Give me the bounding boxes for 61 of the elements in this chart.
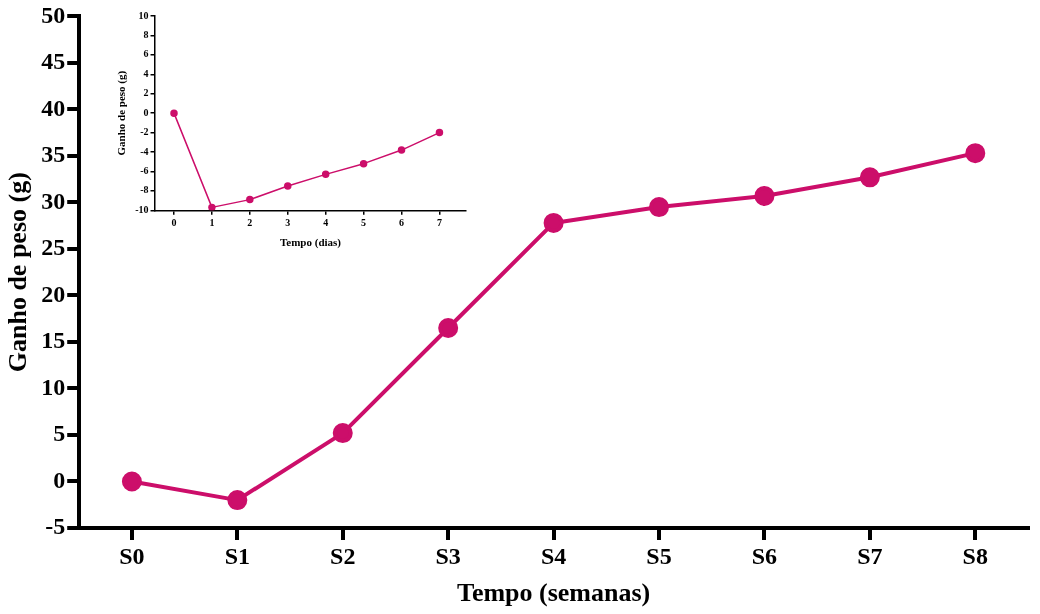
x-tick-label: S8	[962, 542, 988, 569]
point	[332, 423, 353, 444]
y-tick-label: 10	[41, 373, 66, 400]
point	[321, 170, 330, 179]
point	[649, 197, 670, 218]
x-tick-label: 5	[361, 217, 367, 229]
y-tick-label: 0	[53, 466, 66, 493]
y-axis-title: Ganho de peso (g)	[115, 70, 129, 156]
x-tick-label: 3	[285, 217, 291, 229]
point	[121, 471, 142, 492]
point	[859, 167, 880, 188]
y-tick-label: 10	[138, 9, 149, 21]
y-tick-label: 0	[143, 106, 149, 118]
x-tick-label: S6	[751, 542, 778, 569]
x-axis-title: Tempo (semanas)	[456, 578, 651, 608]
x-tick-label: S1	[224, 542, 251, 569]
x-tick-label: S4	[540, 542, 567, 569]
y-tick-label: 15	[41, 327, 66, 354]
point	[208, 203, 216, 211]
y-tick-label: 4	[143, 67, 149, 79]
x-tick-label: S3	[435, 542, 461, 569]
x-axis-title: Tempo (dias)	[280, 236, 342, 250]
point	[170, 109, 178, 117]
x-tick-label: 0	[171, 217, 177, 229]
y-tick-label: -10	[135, 203, 149, 215]
y-tick-label: 30	[41, 187, 66, 214]
x-tick-label: 6	[399, 217, 405, 229]
point	[435, 128, 444, 137]
y-tick-label: 6	[143, 48, 149, 60]
y-tick-label: -8	[140, 184, 149, 196]
point	[397, 146, 406, 154]
y-axis-title: Ganho de peso (g)	[3, 172, 33, 373]
y-tick-label: 5	[53, 420, 66, 447]
x-tick-label: S0	[119, 542, 145, 569]
x-tick-label: 1	[209, 217, 215, 229]
point	[246, 195, 254, 204]
y-tick-label: -4	[140, 145, 149, 157]
y-tick-label: 40	[41, 94, 66, 121]
y-tick-label: -5	[45, 513, 66, 540]
x-tick-label: S5	[646, 542, 672, 569]
y-tick-label: -2	[140, 126, 149, 138]
y-tick-label: 45	[41, 48, 66, 75]
point	[359, 159, 368, 168]
x-tick-label: S2	[330, 542, 356, 569]
y-tick-label: -6	[140, 165, 149, 177]
point	[227, 490, 248, 511]
y-tick-label: 8	[143, 29, 149, 41]
y-tick-label: 25	[41, 234, 66, 261]
point	[965, 143, 986, 164]
x-tick-label: 4	[323, 217, 329, 229]
point	[438, 318, 459, 339]
point	[543, 212, 564, 233]
x-tick-label: 2	[247, 217, 253, 229]
point	[284, 182, 292, 190]
y-tick-label: 35	[41, 141, 66, 168]
x-tick-label: 7	[436, 217, 442, 229]
y-tick-label: 2	[143, 87, 149, 99]
x-tick-label: S7	[857, 542, 883, 569]
y-tick-label: 20	[41, 280, 66, 307]
point	[754, 185, 775, 206]
y-tick-label: 50	[41, 1, 66, 28]
